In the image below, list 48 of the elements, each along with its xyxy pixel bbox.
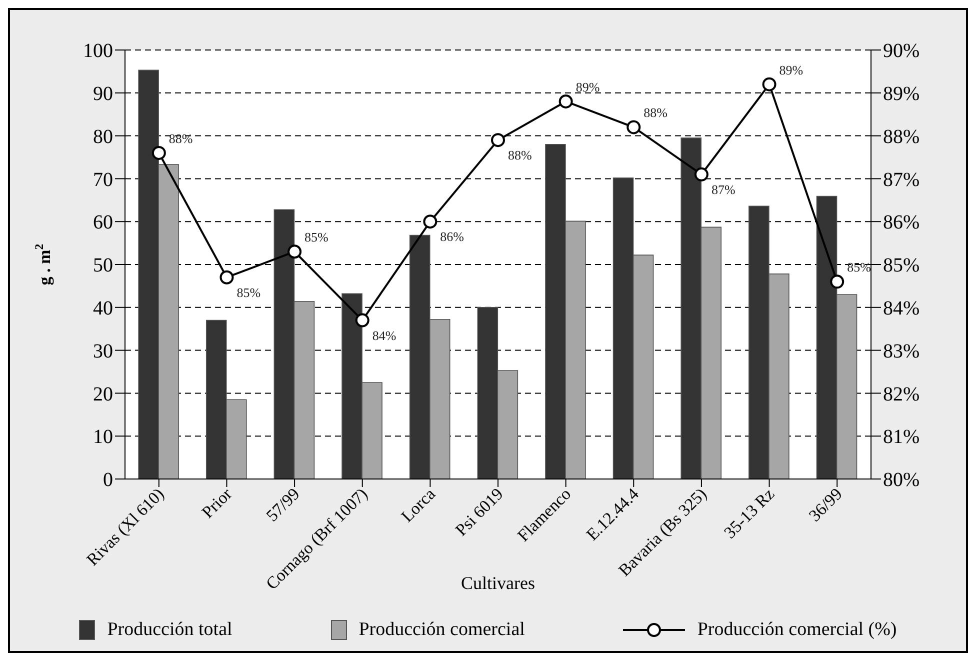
legend-label: Producción total — [107, 619, 232, 641]
data-label: 85% — [304, 230, 329, 245]
y-tick-label: 10 — [93, 426, 113, 448]
y2-tick-label: 88% — [883, 126, 920, 148]
data-label: 86% — [440, 229, 464, 244]
point — [626, 120, 641, 134]
y-tick-label: 40 — [93, 298, 113, 320]
data-label: 89% — [576, 79, 600, 94]
y-tick-label: 80 — [93, 126, 113, 148]
y2-tick-label: 82% — [883, 383, 920, 406]
legend-label: Producción comercial (%) — [697, 619, 897, 641]
data-label: 88% — [168, 130, 193, 146]
point — [491, 133, 505, 148]
y-tick-label: 60 — [93, 212, 113, 234]
y2-tick-label: 87% — [883, 168, 920, 191]
y2-tick-label: 85% — [883, 254, 920, 277]
data-label: 85% — [236, 284, 261, 300]
y-tick-label: 70 — [93, 168, 113, 191]
point — [152, 146, 166, 160]
y-tick-label: 0 — [103, 469, 113, 492]
data-label: 88% — [644, 105, 668, 120]
y2-tick-label: 90% — [883, 40, 920, 62]
y-tick-label: 100 — [83, 40, 113, 62]
y2-tick-label: 84% — [883, 298, 920, 320]
data-label: 88% — [508, 148, 532, 163]
point — [288, 244, 302, 259]
point — [694, 167, 708, 182]
x-tick-label: Psi 6019 — [452, 484, 507, 540]
x-axis-title: Cultivares — [461, 573, 535, 593]
legend-label: Producción comercial — [358, 619, 525, 641]
y2-tick-label: 80% — [883, 469, 920, 492]
y-tick-label: 30 — [93, 340, 113, 362]
data-label: 84% — [372, 328, 396, 343]
point — [830, 274, 844, 289]
y2-tick-label: 89% — [883, 83, 920, 105]
data-label: 89% — [779, 62, 804, 78]
y2-tick-label: 86% — [883, 212, 920, 234]
data-label: 87% — [711, 182, 736, 198]
point — [423, 214, 438, 229]
y-tick-label: 90 — [93, 83, 113, 105]
point — [355, 313, 370, 328]
point — [220, 270, 234, 284]
y-tick-label: 20 — [93, 383, 113, 406]
y-tick-label: 50 — [93, 254, 113, 277]
y2-tick-label: 81% — [883, 426, 920, 448]
point — [558, 94, 573, 108]
y2-tick-label: 83% — [883, 340, 920, 362]
point — [762, 77, 776, 92]
